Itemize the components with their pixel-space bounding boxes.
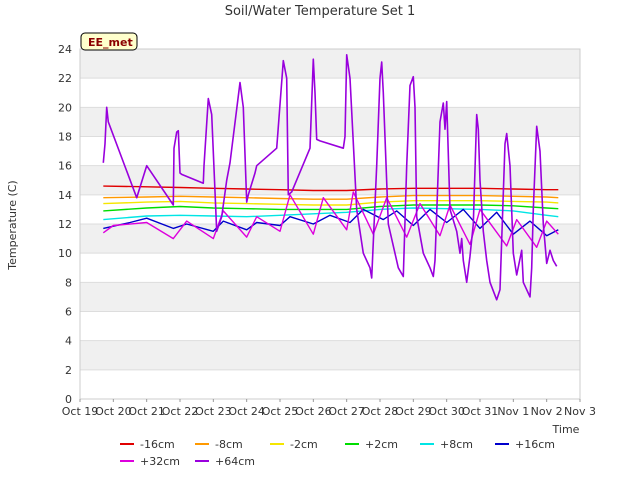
legend-label: -8cm xyxy=(215,438,243,451)
grid-band xyxy=(80,224,580,254)
grid-band xyxy=(80,340,580,370)
legend: -16cm -8cm -2cm +2cm +8cm +16cm +32cm +64cm xyxy=(120,438,555,468)
legend-label: +8cm xyxy=(440,438,473,451)
grid-band xyxy=(80,311,580,341)
legend-label: -16cm xyxy=(140,438,175,451)
x-tick-label: Oct 24 xyxy=(228,405,265,418)
y-tick-label: 8 xyxy=(65,276,72,289)
series-line xyxy=(102,191,559,249)
x-tick-label: Oct 25 xyxy=(262,405,299,418)
x-tick-label: Oct 21 xyxy=(128,405,165,418)
y-tick-label: 20 xyxy=(58,101,72,114)
chart-title: Soil/Water Temperature Set 1 xyxy=(225,4,416,19)
grid-band xyxy=(80,78,580,108)
grid-band xyxy=(80,136,580,166)
series-line xyxy=(103,199,559,206)
series-line xyxy=(103,185,559,192)
x-tick-label: Oct 19 xyxy=(62,405,99,418)
x-tick-label: Oct 26 xyxy=(295,405,332,418)
plot-frame xyxy=(79,48,581,400)
y-tick-label: 18 xyxy=(58,131,72,144)
y-tick-label: 12 xyxy=(58,218,72,231)
grid-band xyxy=(80,253,580,283)
x-tick-label: Oct 23 xyxy=(195,405,232,418)
x-axis-label: Time xyxy=(552,423,580,436)
x-tick-label: Oct 20 xyxy=(95,405,132,418)
series-layer xyxy=(102,53,559,301)
legend-label: +16cm xyxy=(515,438,555,451)
y-tick-label: 6 xyxy=(65,306,72,319)
station-badge: EE_met xyxy=(80,32,138,51)
x-tick-label: Nov 3 xyxy=(564,405,596,418)
x-tick-label: Oct 29 xyxy=(395,405,432,418)
x-tick-label: Oct 30 xyxy=(428,405,465,418)
grid-band xyxy=(80,369,580,399)
y-tick-label: 14 xyxy=(58,189,72,202)
station-badge-label: EE_met xyxy=(88,36,133,49)
x-tick-label: Oct 27 xyxy=(328,405,365,418)
legend-label: +2cm xyxy=(365,438,398,451)
x-tick-label: Oct 22 xyxy=(162,405,199,418)
grid-band xyxy=(80,107,580,137)
grid-band xyxy=(80,282,580,312)
legend-label: +32cm xyxy=(140,455,180,468)
y-tick-label: 0 xyxy=(65,393,72,406)
y-tick-label: 10 xyxy=(58,247,72,260)
x-tick-label: Nov 2 xyxy=(531,405,563,418)
legend-label: -2cm xyxy=(290,438,318,451)
x-tick-label: Oct 31 xyxy=(462,405,499,418)
series-line xyxy=(102,53,558,301)
station-badge-box xyxy=(80,32,138,51)
series-line xyxy=(103,194,559,200)
legend-label: +64cm xyxy=(215,455,255,468)
grid-band xyxy=(80,49,580,79)
y-tick-label: 4 xyxy=(65,335,72,348)
y-tick-label: 22 xyxy=(58,72,72,85)
y-tick-label: 2 xyxy=(65,364,72,377)
y-tick-label: 24 xyxy=(58,43,72,56)
x-tick-label: Oct 28 xyxy=(362,405,399,418)
y-tick-label: 16 xyxy=(58,160,72,173)
y-axis-label: Temperature (C) xyxy=(6,180,19,270)
x-tick-label: Nov 1 xyxy=(497,405,529,418)
